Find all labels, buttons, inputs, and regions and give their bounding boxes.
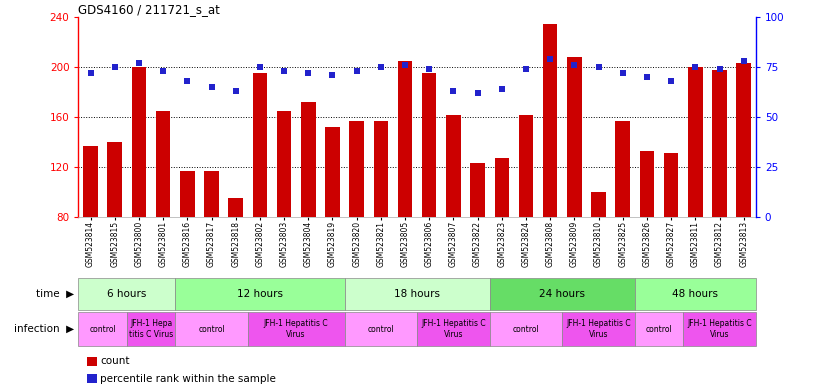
Bar (470, 163, 485, 317)
Point (254, 64, 267, 70)
Point (157, 68, 170, 74)
Text: 12 hours: 12 hours (237, 289, 282, 299)
Point (713, 66, 726, 72)
Bar (373, 121, 388, 317)
Text: control: control (513, 324, 539, 334)
Text: control: control (368, 324, 394, 334)
Point (423, 66, 436, 72)
Point (326, 72, 339, 78)
Bar (422, 73, 436, 317)
Point (84, 70, 97, 76)
Text: JFH-1 Hepatitis C
Virus: JFH-1 Hepatitis C Virus (263, 319, 329, 339)
Point (278, 68, 291, 74)
Bar (495, 158, 509, 317)
Bar (712, 70, 727, 317)
Bar (248, 312, 344, 346)
Point (664, 78, 677, 84)
Text: infection  ▶: infection ▶ (14, 324, 74, 334)
Point (374, 64, 387, 70)
Point (132, 60, 145, 66)
Bar (563, 312, 635, 346)
Text: 6 hours: 6 hours (107, 289, 146, 299)
Point (447, 88, 460, 94)
Bar (417, 312, 490, 346)
Point (205, 84, 218, 90)
Bar (635, 278, 756, 310)
Point (737, 58, 750, 64)
Text: JFH-1 Hepatitis C
Virus: JFH-1 Hepatitis C Virus (567, 319, 631, 339)
Bar (131, 67, 146, 317)
Point (108, 64, 121, 70)
Point (592, 64, 605, 70)
Text: percentile rank within the sample: percentile rank within the sample (100, 374, 276, 384)
Bar (490, 278, 635, 310)
Bar (277, 111, 292, 317)
Bar (635, 312, 683, 346)
Bar (156, 111, 170, 317)
Bar (78, 312, 127, 346)
Point (640, 74, 653, 80)
Point (616, 70, 629, 76)
Bar (349, 121, 364, 317)
Bar (180, 171, 195, 317)
Bar (204, 171, 219, 317)
Point (496, 86, 509, 92)
Point (567, 62, 581, 68)
Text: count: count (100, 356, 130, 366)
Bar (175, 312, 248, 346)
Text: control: control (198, 324, 225, 334)
Bar (519, 115, 534, 317)
Bar (78, 278, 175, 310)
Text: JFH-1 Hepatitis C
Virus: JFH-1 Hepatitis C Virus (687, 319, 752, 339)
Point (350, 68, 363, 74)
Point (398, 62, 411, 68)
Bar (344, 278, 490, 310)
Text: time  ▶: time ▶ (36, 289, 74, 299)
Bar (543, 23, 558, 317)
Bar (490, 312, 563, 346)
Point (544, 56, 557, 62)
Point (471, 90, 484, 96)
Text: 24 hours: 24 hours (539, 289, 586, 299)
Bar (301, 102, 316, 317)
Text: control: control (646, 324, 672, 334)
Bar (107, 142, 122, 317)
Point (229, 88, 242, 94)
Bar (127, 312, 175, 346)
Bar (591, 192, 605, 317)
Text: 48 hours: 48 hours (672, 289, 719, 299)
Bar (567, 57, 582, 317)
Bar (615, 121, 630, 317)
Bar (446, 115, 461, 317)
Bar (664, 153, 678, 317)
Bar (737, 63, 751, 317)
Text: JFH-1 Hepatitis C
Virus: JFH-1 Hepatitis C Virus (421, 319, 486, 339)
Point (301, 70, 315, 76)
Point (520, 66, 533, 72)
Bar (253, 73, 267, 317)
Bar (344, 312, 417, 346)
Text: control: control (89, 324, 116, 334)
Text: 18 hours: 18 hours (394, 289, 440, 299)
Point (181, 78, 194, 84)
Bar (688, 67, 703, 317)
Text: GDS4160 / 211721_s_at: GDS4160 / 211721_s_at (78, 3, 221, 16)
Bar (325, 127, 339, 317)
Text: JFH-1 Hepa
titis C Virus: JFH-1 Hepa titis C Virus (129, 319, 173, 339)
Bar (639, 151, 654, 317)
Bar (229, 198, 243, 317)
Bar (175, 278, 344, 310)
Bar (398, 61, 412, 317)
Point (689, 64, 702, 70)
Bar (83, 146, 97, 317)
Bar (683, 312, 756, 346)
